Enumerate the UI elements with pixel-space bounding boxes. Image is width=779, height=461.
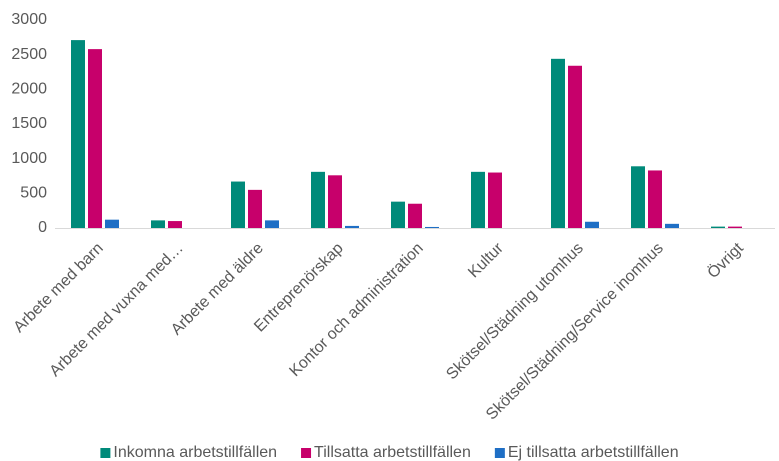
bar [248,189,262,228]
bar [585,221,599,228]
bar [71,40,85,229]
bar [105,219,119,228]
y-tick-label: 0 [38,219,47,236]
legend-label: Inkomna arbetstillfällen [113,444,277,461]
y-tick-label: 1000 [11,150,47,167]
bar [631,166,645,228]
y-tick-label: 2000 [11,81,47,98]
bar [408,203,422,228]
bar [711,226,725,228]
x-tick-label: Kontor och administration [286,240,426,380]
x-tick-label: Arbete med vuxna med… [47,240,187,380]
bar [648,170,662,228]
y-tick-label: 1500 [11,115,47,132]
bar [728,226,742,228]
bar [568,65,582,228]
bar [151,220,165,228]
bar [168,221,182,228]
x-tick-label: Skötsel/Städning utomhus [443,240,586,383]
x-tick-label: Skötsel/Städning/Service inomhus [483,240,667,424]
legend-swatch [494,448,505,458]
y-tick-label: 2500 [11,46,47,63]
bar [265,220,279,228]
bar [345,225,359,228]
bar [425,226,439,228]
y-tick-label: 3000 [11,11,47,28]
legend-label: Tillsatta arbetstillfällen [314,444,471,461]
bar [88,49,102,229]
legend-label: Ej tillsatta arbetstillfällen [508,444,679,461]
legend: Inkomna arbetstillfällen Tillsatta arbets… [100,444,679,461]
bar [551,58,565,229]
x-tick-label: Kultur [465,239,507,281]
bar [391,201,405,228]
y-tick-label: 500 [20,185,47,202]
bar [311,171,325,228]
legend-swatch [301,448,312,458]
legend-swatch [100,448,111,458]
bar [328,175,342,228]
x-tick-label: Övrigt [704,239,747,282]
bar [231,181,245,228]
bar [471,171,485,228]
bar [665,223,679,228]
bar [488,172,502,228]
